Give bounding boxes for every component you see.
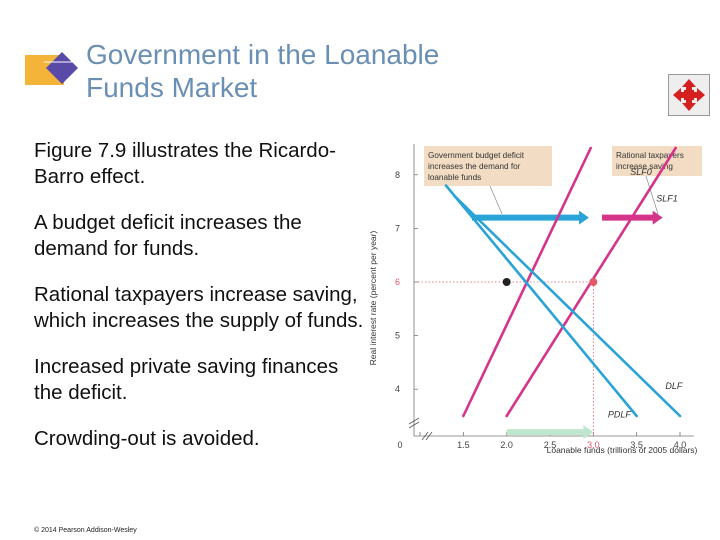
slide-title-line1: Government in the Loanable <box>86 39 440 70</box>
bullet-list: Figure 7.9 illustrates the Ricardo-Barro… <box>34 138 364 472</box>
equilibrium-point <box>502 278 511 286</box>
y-tick-label: 5 <box>395 331 400 341</box>
title-decoration-diamond <box>46 52 78 84</box>
curve-label: DLF <box>665 381 683 391</box>
navigation-button[interactable] <box>668 74 710 116</box>
y-tick-label: 6 <box>395 277 400 287</box>
y-tick-label: 8 <box>395 170 400 180</box>
slide-title: Government in the Loanable Funds Market <box>86 38 566 104</box>
four-way-arrow-icon <box>673 79 705 111</box>
bullet-item: Crowding-out is avoided. <box>34 427 260 450</box>
y-tick-label: 4 <box>395 384 400 394</box>
saving-arrow-head <box>583 425 594 440</box>
equilibrium-point <box>589 278 598 286</box>
x-tick-label: 4.0 <box>674 440 687 450</box>
callout-saving-pointer <box>645 175 659 215</box>
curve-label: SLF1 <box>656 194 678 204</box>
copyright-notice: © 2014 Pearson Addison-Wesley <box>34 527 137 534</box>
callout-deficit: Government budget deficit increases the … <box>424 146 552 186</box>
x-axis-break <box>421 431 433 441</box>
x-tick-label: 2.5 <box>544 440 557 450</box>
callout-saving: Rational taxpayers increase saving <box>612 146 702 176</box>
x-axis-label: Loanable funds (trillions of 2005 dollar… <box>547 445 698 455</box>
slide-title-line2: Funds Market <box>86 72 258 103</box>
demand-shift-arrow-head <box>579 210 589 225</box>
shift-arrows <box>472 175 663 440</box>
chart-axes: 4 5 6 7 8 0 1.5 2.0 2.5 3.0 3.5 4.0 <box>395 144 694 450</box>
y-axis-label: Real interest rate (percent per year) <box>368 231 378 366</box>
curve-label: PDLF <box>608 410 632 420</box>
callout-deficit-pointer <box>489 185 503 215</box>
x-tick-label: 3.0 <box>587 440 600 450</box>
bullet-item: A budget deficit increases the demand fo… <box>34 211 302 260</box>
x-tick-label: 3.5 <box>630 440 643 450</box>
x-tick-label: 0 <box>397 440 402 450</box>
x-tick-label: 1.5 <box>457 440 470 450</box>
supply-shift-arrow-head <box>652 210 663 225</box>
y-tick-label: 7 <box>395 223 400 233</box>
curve-label: SLF0 <box>630 167 652 177</box>
bullet-item: Increased private saving finances the de… <box>34 355 339 404</box>
equilibrium-points <box>502 278 598 286</box>
callout-deficit-text: Government budget deficit increases the … <box>428 151 526 182</box>
curve-dlf <box>453 194 682 418</box>
bullet-item: Rational taxpayers increase saving, whic… <box>34 283 364 332</box>
callout-saving-text: Rational taxpayers increase saving <box>616 151 686 171</box>
callout-deficit-box <box>424 146 552 186</box>
loanable-funds-chart: Real interest rate (percent per year) Lo… <box>368 144 702 455</box>
title-decoration <box>25 52 84 85</box>
curve-pdlf <box>444 184 638 418</box>
callout-saving-box <box>612 146 702 176</box>
bullet-item: Figure 7.9 illustrates the Ricardo-Barro… <box>34 139 336 188</box>
x-tick-label: 2.0 <box>500 440 513 450</box>
y-axis-break <box>408 417 420 429</box>
curve-labels: SLF0 SLF1 DLF PDLF <box>608 167 683 420</box>
